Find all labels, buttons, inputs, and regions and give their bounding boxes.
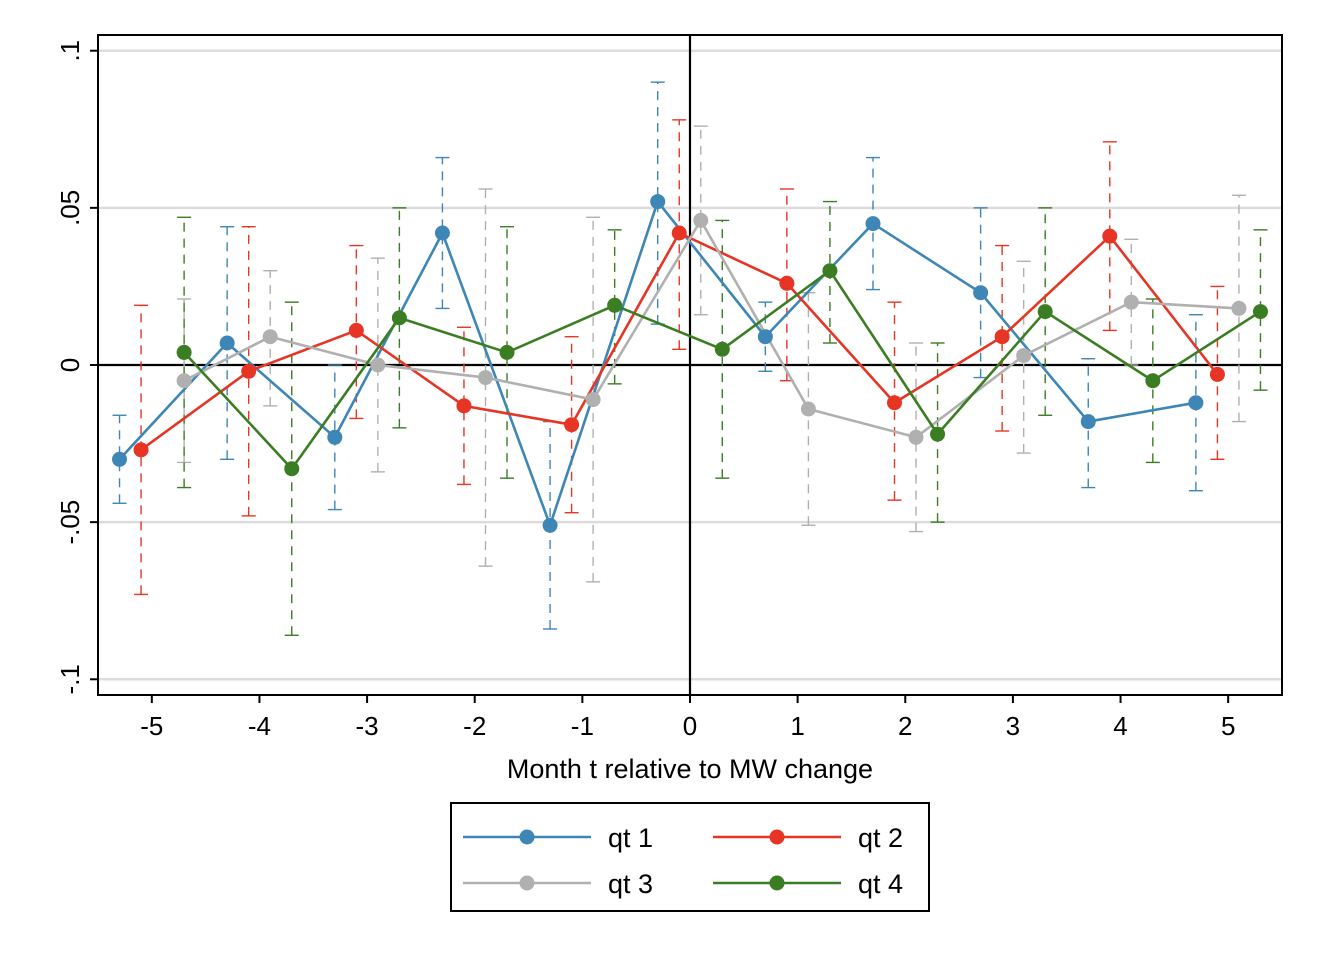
y-tick-label: .1 bbox=[55, 40, 85, 62]
data-point bbox=[456, 398, 472, 414]
legend-marker bbox=[769, 829, 785, 845]
x-tick-label: 4 bbox=[1113, 711, 1127, 741]
legend-label: qt 4 bbox=[858, 869, 903, 899]
series-line-3 bbox=[183, 219, 1240, 439]
data-point bbox=[370, 357, 386, 373]
data-point bbox=[1188, 395, 1204, 411]
data-point bbox=[650, 194, 666, 210]
y-tick-label: -.05 bbox=[55, 500, 85, 545]
data-point bbox=[1037, 304, 1053, 320]
data-point bbox=[887, 395, 903, 411]
data-point bbox=[284, 461, 300, 477]
x-tick-label: 1 bbox=[790, 711, 804, 741]
data-point bbox=[262, 329, 278, 345]
legend-box bbox=[450, 802, 930, 912]
data-point bbox=[542, 517, 558, 533]
legend-marker bbox=[769, 875, 785, 891]
x-tick-label: 3 bbox=[1006, 711, 1020, 741]
data-point bbox=[434, 225, 450, 241]
data-point bbox=[865, 216, 881, 232]
x-axis-title: Month t relative to MW change bbox=[507, 754, 873, 784]
x-tick-label: -4 bbox=[248, 711, 271, 741]
y-tick-label: -.1 bbox=[55, 664, 85, 694]
data-point bbox=[930, 426, 946, 442]
data-point bbox=[564, 417, 580, 433]
data-points bbox=[112, 194, 1268, 533]
legend-label: qt 1 bbox=[608, 823, 653, 853]
data-point bbox=[1252, 304, 1268, 320]
data-point bbox=[219, 335, 235, 351]
data-point bbox=[327, 429, 343, 445]
legend-marker bbox=[519, 875, 535, 891]
reference-lines bbox=[98, 35, 1282, 695]
data-point bbox=[779, 275, 795, 291]
data-point bbox=[391, 310, 407, 326]
axes: -.1 -.05 0 .05 .1 -5 -4 -3 -2 -1 0 1 2 3 4 5 bbox=[55, 40, 1235, 741]
x-tick-label: -1 bbox=[571, 711, 594, 741]
x-tick-label: -2 bbox=[463, 711, 486, 741]
x-tick-label: 2 bbox=[898, 711, 912, 741]
legend-label: qt 2 bbox=[858, 823, 903, 853]
legend-marker bbox=[519, 829, 535, 845]
data-point bbox=[822, 263, 838, 279]
data-point bbox=[671, 225, 687, 241]
data-point bbox=[973, 285, 989, 301]
data-point bbox=[499, 344, 515, 360]
legend-label: qt 3 bbox=[608, 869, 653, 899]
data-point bbox=[1123, 294, 1139, 310]
data-point bbox=[1231, 300, 1247, 316]
x-tick-label: -3 bbox=[356, 711, 379, 741]
data-point bbox=[477, 370, 493, 386]
data-point bbox=[757, 329, 773, 345]
data-point bbox=[112, 451, 128, 467]
data-point bbox=[1080, 414, 1096, 430]
data-point bbox=[176, 344, 192, 360]
x-tick-label: 0 bbox=[683, 711, 697, 741]
data-point bbox=[714, 341, 730, 357]
x-tick-label: -5 bbox=[140, 711, 163, 741]
data-point bbox=[1145, 373, 1161, 389]
y-tick-label: .05 bbox=[55, 190, 85, 226]
series-line-1 bbox=[118, 200, 1197, 527]
data-point bbox=[1209, 366, 1225, 382]
data-point bbox=[994, 329, 1010, 345]
x-tick-label: 5 bbox=[1221, 711, 1235, 741]
data-point bbox=[241, 363, 257, 379]
y-tick-label: 0 bbox=[55, 358, 85, 372]
data-point bbox=[800, 401, 816, 417]
data-point bbox=[176, 373, 192, 389]
legend: qt 1 qt 2 qt 3 qt 4 bbox=[450, 802, 930, 912]
data-point bbox=[348, 322, 364, 338]
data-point bbox=[585, 392, 601, 408]
data-point bbox=[693, 212, 709, 228]
data-point bbox=[133, 442, 149, 458]
data-point bbox=[1016, 348, 1032, 364]
data-point bbox=[1102, 228, 1118, 244]
data-point bbox=[607, 297, 623, 313]
data-point bbox=[908, 429, 924, 445]
